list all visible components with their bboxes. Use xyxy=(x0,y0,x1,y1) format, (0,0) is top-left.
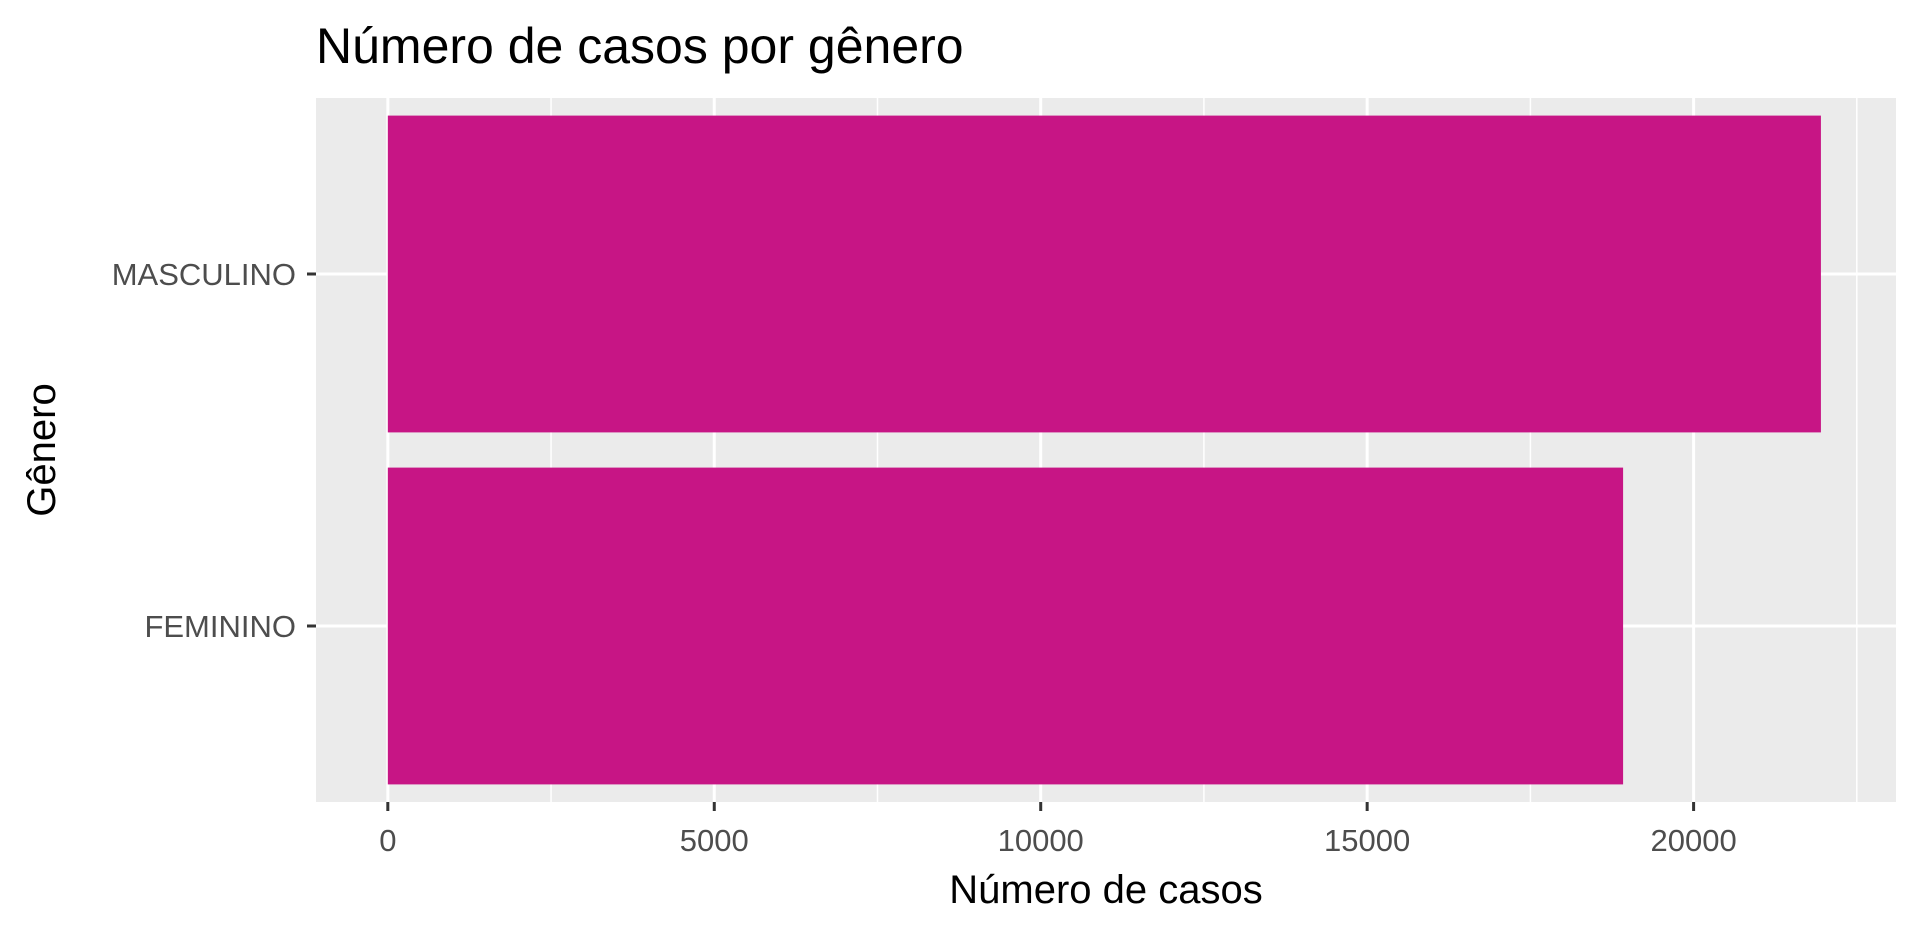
x-tick-label: 0 xyxy=(379,823,396,858)
x-tick-label: 10000 xyxy=(998,823,1084,858)
bar-feminino xyxy=(387,467,1624,785)
x-axis-title: Número de casos xyxy=(949,868,1262,912)
x-tick-label: 15000 xyxy=(1324,823,1410,858)
x-tick-label: 5000 xyxy=(680,823,749,858)
x-axis: 0 5000 10000 15000 20000 xyxy=(379,802,1737,858)
y-axis-title: Gênero xyxy=(20,383,64,516)
chart-title: Número de casos por gênero xyxy=(316,18,964,74)
y-tick-label: FEMININO xyxy=(144,609,296,644)
x-tick-label: 20000 xyxy=(1650,823,1736,858)
bar-masculino xyxy=(387,115,1821,433)
y-tick-label: MASCULINO xyxy=(112,257,296,292)
y-axis: MASCULINO FEMININO xyxy=(112,257,316,644)
bars xyxy=(387,115,1821,785)
